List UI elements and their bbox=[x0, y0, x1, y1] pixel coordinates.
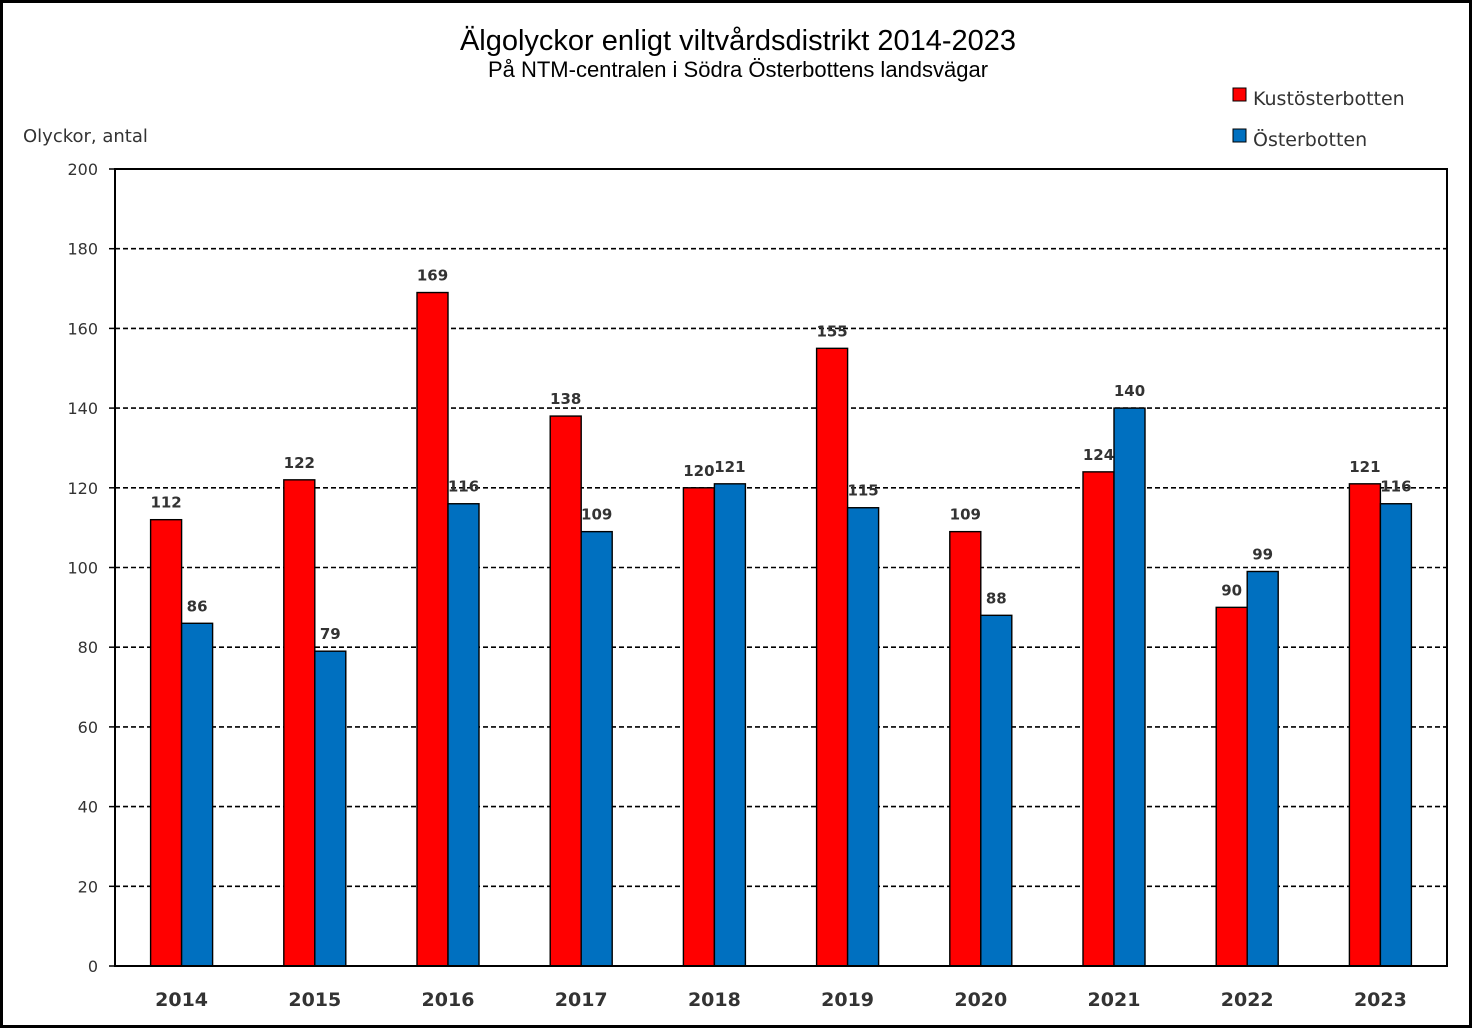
chart-subtitle: På NTM-centralen i Södra Österbottens la… bbox=[488, 57, 988, 82]
bar-osterbotten-2023 bbox=[1379, 503, 1413, 967]
bar-kustosterbotten-2023 bbox=[1348, 483, 1382, 967]
data-label-kustosterbotten-2023: 121 bbox=[1349, 458, 1380, 476]
legend-swatch-0 bbox=[1232, 87, 1247, 102]
data-label-kustosterbotten-2016: 169 bbox=[417, 267, 448, 285]
x-tick-label-3: 2017 bbox=[555, 989, 608, 1011]
x-tick-label-8: 2022 bbox=[1221, 989, 1274, 1011]
bar-osterbotten-2020 bbox=[980, 614, 1013, 967]
bar-osterbotten-2015 bbox=[314, 650, 347, 967]
bar-kustosterbotten-2017 bbox=[549, 415, 582, 967]
gridlines bbox=[115, 247, 1447, 888]
legend-label-0: Kustösterbotten bbox=[1253, 88, 1405, 110]
bar-osterbotten-2016 bbox=[447, 503, 480, 967]
y-tick-label-8: 160 bbox=[67, 319, 98, 338]
data-label-osterbotten-2016: 116 bbox=[448, 478, 479, 496]
bar-kustosterbotten-2018 bbox=[682, 487, 716, 967]
data-label-kustosterbotten-2022: 90 bbox=[1221, 581, 1242, 599]
bar-kustosterbotten-2015 bbox=[283, 479, 316, 967]
y-tick-label-4: 80 bbox=[78, 638, 98, 657]
chart: Älgolyckor enligt viltvårdsdistrikt 2014… bbox=[23, 25, 1448, 1011]
y-tick-label-9: 180 bbox=[67, 240, 98, 259]
data-label-osterbotten-2015: 79 bbox=[320, 625, 341, 643]
data-label-kustosterbotten-2014: 112 bbox=[150, 494, 181, 512]
bar-osterbotten-2017 bbox=[580, 530, 613, 967]
x-tick-label-6: 2020 bbox=[954, 989, 1007, 1011]
y-axis-label: Olyckor, antal bbox=[23, 126, 148, 147]
y-tick-label-0: 0 bbox=[88, 957, 98, 976]
x-tick-label-0: 2014 bbox=[155, 989, 208, 1011]
legend-label-1: Österbotten bbox=[1253, 128, 1367, 151]
x-tick-label-1: 2015 bbox=[288, 989, 341, 1011]
y-axis-ticks: 0 20 40 60 80 100 120 140 160 180 200 bbox=[67, 160, 115, 976]
data-label-kustosterbotten-2021: 124 bbox=[1083, 446, 1114, 464]
x-axis-ticks: 2014 2015 2016 2017 2018 2019 2020 2021 2022 2023 bbox=[155, 989, 1407, 1011]
bar-kustosterbotten-2014 bbox=[149, 518, 183, 967]
x-tick-label-4: 2018 bbox=[688, 989, 741, 1011]
data-label-kustosterbotten-2018: 120 bbox=[683, 462, 714, 480]
data-label-osterbotten-2019: 115 bbox=[847, 482, 878, 500]
data-label-osterbotten-2023: 116 bbox=[1380, 478, 1411, 496]
data-label-osterbotten-2021: 140 bbox=[1114, 382, 1145, 400]
data-label-osterbotten-2018: 121 bbox=[714, 458, 745, 476]
data-label-kustosterbotten-2020: 109 bbox=[950, 506, 981, 524]
data-label-kustosterbotten-2017: 138 bbox=[550, 390, 581, 408]
bar-osterbotten-2018 bbox=[713, 483, 747, 967]
data-label-kustosterbotten-2019: 155 bbox=[816, 322, 847, 340]
y-tick-label-6: 120 bbox=[67, 479, 98, 498]
y-tick-label-10: 200 bbox=[67, 160, 98, 179]
y-tick-label-7: 140 bbox=[67, 399, 98, 418]
x-tick-label-5: 2019 bbox=[821, 989, 874, 1011]
chart-title: Älgolyckor enligt viltvårdsdistrikt 2014… bbox=[460, 25, 1016, 57]
data-label-osterbotten-2020: 88 bbox=[986, 589, 1007, 607]
bar-kustosterbotten-2022 bbox=[1215, 606, 1248, 967]
x-tick-label-7: 2021 bbox=[1088, 989, 1141, 1011]
legend: Kustösterbotten Österbotten bbox=[1232, 87, 1405, 151]
legend-swatch-1 bbox=[1232, 128, 1247, 143]
bar-kustosterbotten-2021 bbox=[1082, 471, 1115, 967]
bar-osterbotten-2019 bbox=[846, 507, 880, 967]
data-label-kustosterbotten-2015: 122 bbox=[284, 454, 315, 472]
bar-kustosterbotten-2016 bbox=[416, 291, 449, 967]
data-label-osterbotten-2022: 99 bbox=[1252, 545, 1273, 563]
data-label-osterbotten-2014: 86 bbox=[187, 597, 208, 615]
y-tick-label-3: 60 bbox=[78, 718, 98, 737]
bar-osterbotten-2022 bbox=[1246, 570, 1279, 967]
bar-kustosterbotten-2020 bbox=[949, 530, 982, 967]
bar-osterbotten-2021 bbox=[1113, 407, 1146, 967]
y-tick-label-1: 20 bbox=[78, 877, 98, 896]
bar-kustosterbotten-2019 bbox=[815, 347, 849, 967]
x-tick-label-9: 2023 bbox=[1354, 989, 1407, 1011]
y-tick-label-2: 40 bbox=[78, 798, 98, 817]
data-label-osterbotten-2017: 109 bbox=[581, 506, 612, 524]
y-tick-label-5: 100 bbox=[67, 559, 98, 578]
x-tick-label-2: 2016 bbox=[422, 989, 475, 1011]
bar-osterbotten-2014 bbox=[180, 622, 214, 967]
bars bbox=[149, 291, 1413, 967]
